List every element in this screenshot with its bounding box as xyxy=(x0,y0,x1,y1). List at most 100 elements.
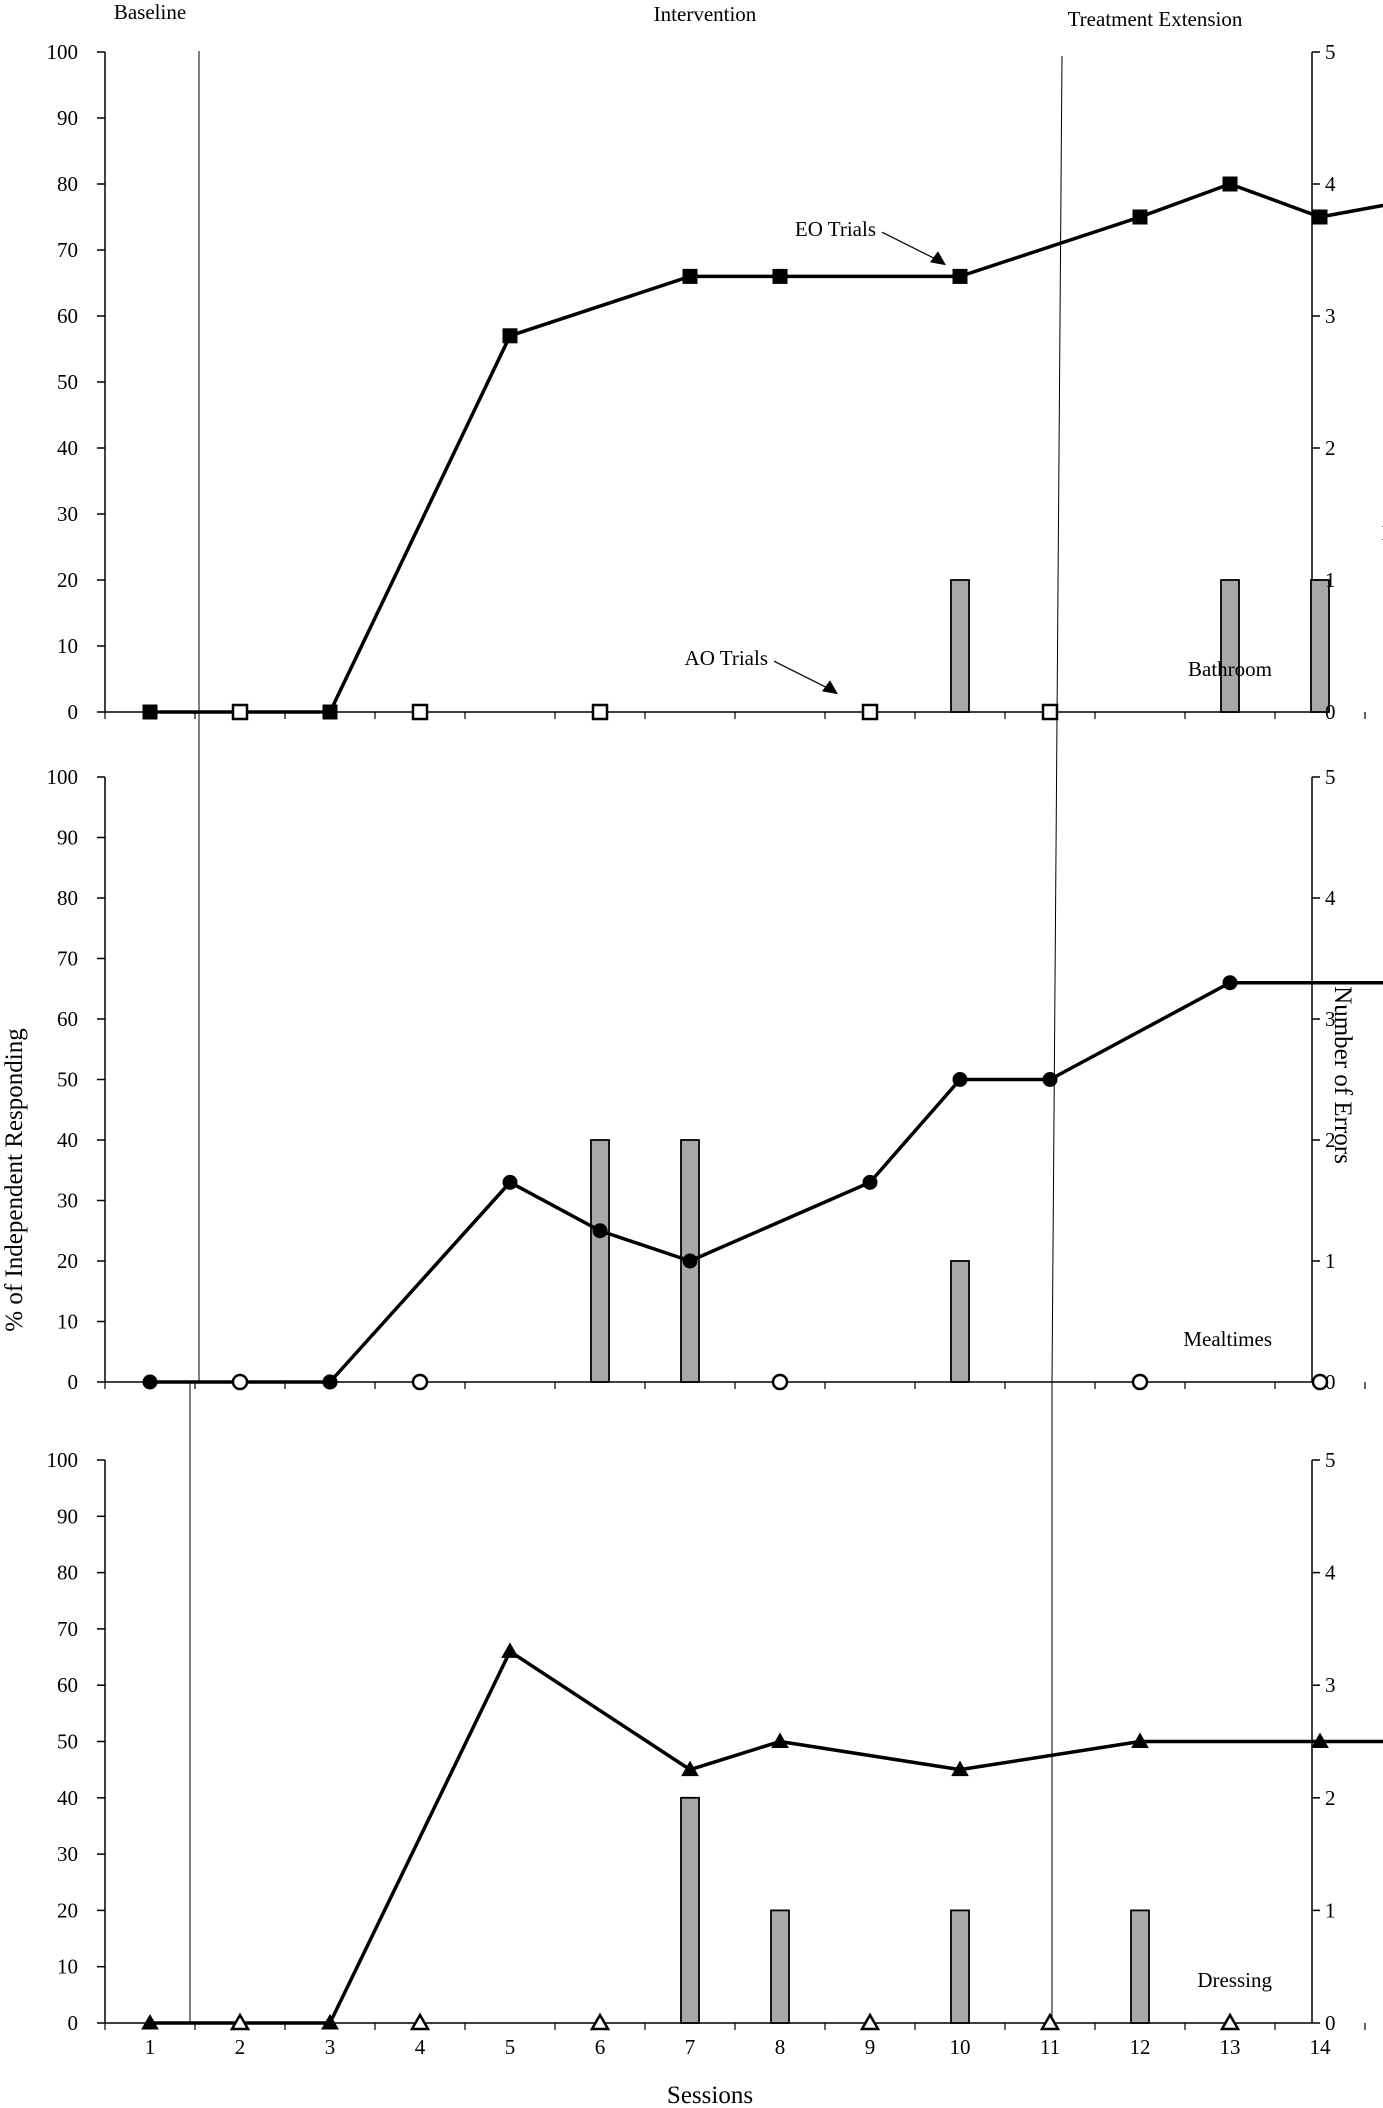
panel-2-eo-line xyxy=(328,980,1383,1384)
y-axis-left-label: % of Independent Responding xyxy=(1,1028,28,1332)
error-bars xyxy=(590,579,1330,2024)
panel-1-right-tick-label: 0 xyxy=(1325,700,1336,724)
panel-3-left-tick-label: 90 xyxy=(57,1504,78,1528)
panel-1-label: Bathroom xyxy=(1188,657,1272,681)
panel-2-eo-point xyxy=(1222,975,1238,991)
panel-3-eo-line xyxy=(328,1649,1383,2024)
panel-2-ao-point xyxy=(771,1373,789,1391)
panel-1-right-tick-label: 5 xyxy=(1325,40,1336,64)
panel-1-right-tick-label: 1 xyxy=(1325,568,1336,592)
panel-3-error-bar xyxy=(680,1796,700,2024)
panel-1-eo-point xyxy=(682,268,698,284)
panel-2-eo-point xyxy=(862,1174,878,1190)
panel-2-left-tick-label: 0 xyxy=(68,1370,79,1394)
panel-1-eo-point xyxy=(1312,209,1328,225)
panel-2-eo-point xyxy=(502,1174,518,1190)
panel-3-left-tick-label: 20 xyxy=(57,1898,78,1922)
x-tick-label: 14 xyxy=(1310,2035,1332,2059)
panel-3-left-tick-label: 10 xyxy=(57,1955,78,1979)
panel-1-left-tick-label: 10 xyxy=(57,634,78,658)
phase-label-treatment-extension: Treatment Extension xyxy=(1068,7,1243,31)
panel-1-error-bar xyxy=(1310,579,1330,713)
x-tick-label: 2 xyxy=(235,2035,246,2059)
panel-1-left-tick-label: 60 xyxy=(57,304,78,328)
panel-1-ao-point xyxy=(231,703,249,721)
panel-3-right-tick-label: 1 xyxy=(1325,1898,1336,1922)
x-tick-label: 7 xyxy=(685,2035,696,2059)
panel-2-left-tick-label: 70 xyxy=(57,947,78,971)
panel-1-error-bar xyxy=(950,579,970,713)
panel-1-eo-point xyxy=(772,268,788,284)
panel-1-right-tick-label: 3 xyxy=(1325,304,1336,328)
panel-1-annotation-label: EO Trials xyxy=(795,217,876,241)
panel-3-eo-point xyxy=(681,1760,699,1777)
panel-1-ao-point xyxy=(861,703,879,721)
panel-3-left-tick-label: 30 xyxy=(57,1842,78,1866)
x-tick-label: 3 xyxy=(325,2035,336,2059)
eo-lines xyxy=(150,182,1383,2025)
panel-3-right-tick-label: 0 xyxy=(1325,2011,1336,2035)
x-tick-label: 8 xyxy=(775,2035,786,2059)
x-tick-label: 9 xyxy=(865,2035,876,2059)
panel-2-ao-point xyxy=(411,1373,429,1391)
panel-2-ao-point xyxy=(1131,1373,1149,1391)
panel-2-left-tick-label: 90 xyxy=(57,826,78,850)
panel-2-right-tick-label: 1 xyxy=(1325,1249,1336,1273)
panel-3-ao-point xyxy=(409,2012,431,2031)
panel-2-left-tick-label: 20 xyxy=(57,1249,78,1273)
panel-2-right-tick-label: 2 xyxy=(1325,1128,1336,1152)
panel-3-right-tick-label: 2 xyxy=(1325,1786,1336,1810)
panel-3-right-tick-label: 3 xyxy=(1325,1673,1336,1697)
panel-1-ao-point xyxy=(1041,703,1059,721)
panel-3-ao-point xyxy=(1219,2012,1241,2031)
panel-2-right-tick-label: 3 xyxy=(1325,1007,1336,1031)
panel-3-error-bar xyxy=(1130,1909,1150,2024)
panel-1-annotation-arrowhead xyxy=(822,680,838,695)
panel-2-eo-point xyxy=(1042,1072,1058,1087)
panel-2-eo-point xyxy=(142,1374,158,1390)
panel-2-error-bar xyxy=(950,1260,970,1383)
panel-3-right-tick-label: 4 xyxy=(1325,1561,1336,1585)
panel-3-ao-point xyxy=(589,2012,611,2031)
panel-1-left-tick-label: 20 xyxy=(57,568,78,592)
panel-1-eo-point xyxy=(1132,209,1148,225)
panel-1-left-tick-label: 40 xyxy=(57,436,78,460)
panel-3-eo-point xyxy=(1311,1732,1329,1748)
panel-3-left-tick-label: 60 xyxy=(57,1673,78,1697)
panel-2-eo-point xyxy=(322,1374,338,1390)
panel-3-left-tick-label: 50 xyxy=(57,1730,78,1754)
panel-3-ao-point xyxy=(1039,2012,1061,2031)
x-tick-label: 13 xyxy=(1220,2035,1241,2059)
x-tick-label: 12 xyxy=(1130,2035,1151,2059)
panel-1-annotation-arrow-line xyxy=(773,660,829,689)
panel-2-eo-point xyxy=(682,1253,698,1269)
panel-2-label: Mealtimes xyxy=(1183,1327,1272,1351)
panel-3-left-tick-label: 70 xyxy=(57,1617,78,1641)
panel-1-ao-point xyxy=(411,703,429,721)
panel-1-left-tick-label: 50 xyxy=(57,370,78,394)
axes xyxy=(97,51,1366,2030)
panel-1-eo-point xyxy=(1222,176,1238,192)
panel-1-error-bar xyxy=(1220,579,1240,713)
panel-3-error-bar xyxy=(770,1909,790,2024)
x-tick-label: 4 xyxy=(415,2035,426,2059)
panel-3-eo-point xyxy=(1131,1732,1149,1748)
x-tick-label: 11 xyxy=(1040,2035,1060,2059)
panel-2-right-tick-label: 4 xyxy=(1325,886,1336,910)
panel-1-right-tick-label: 2 xyxy=(1325,436,1336,460)
panel-2-left-tick-label: 100 xyxy=(47,765,79,789)
panel-2-left-tick-label: 80 xyxy=(57,886,78,910)
x-tick-label: 5 xyxy=(505,2035,516,2059)
panel-2-left-tick-label: 60 xyxy=(57,1007,78,1031)
panel-1-annotation-arrow-line xyxy=(881,231,937,260)
panel-1-eo-point xyxy=(322,704,338,720)
panel-1-annotation-arrowhead xyxy=(930,251,946,266)
panel-1-eo-line xyxy=(328,182,1383,713)
panel-1-eo-point xyxy=(502,328,518,344)
phase-line-intervention-extension xyxy=(1051,55,1063,2024)
data-points xyxy=(141,176,1329,2031)
panel-3-eo-point xyxy=(951,1760,969,1777)
panel-3-ao-point xyxy=(859,2012,881,2031)
panel-2-right-tick-label: 0 xyxy=(1325,1370,1336,1394)
